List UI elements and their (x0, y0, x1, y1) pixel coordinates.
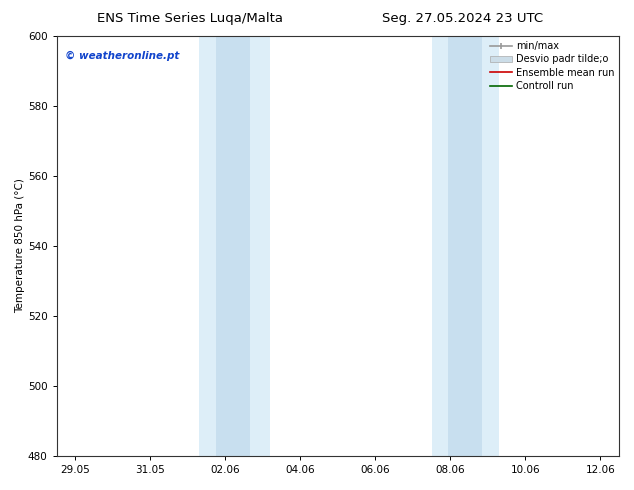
Text: ENS Time Series Luqa/Malta: ENS Time Series Luqa/Malta (97, 12, 283, 25)
Bar (448, 36, 482, 456)
Bar (216, 36, 250, 456)
Bar (199, 36, 270, 456)
Text: Seg. 27.05.2024 23 UTC: Seg. 27.05.2024 23 UTC (382, 12, 543, 25)
Y-axis label: Temperature 850 hPa (°C): Temperature 850 hPa (°C) (15, 179, 25, 314)
Bar (432, 36, 499, 456)
Text: © weatheronline.pt: © weatheronline.pt (65, 51, 179, 61)
Legend: min/max, Desvio padr tilde;o, Ensemble mean run, Controll run: min/max, Desvio padr tilde;o, Ensemble m… (488, 39, 616, 93)
